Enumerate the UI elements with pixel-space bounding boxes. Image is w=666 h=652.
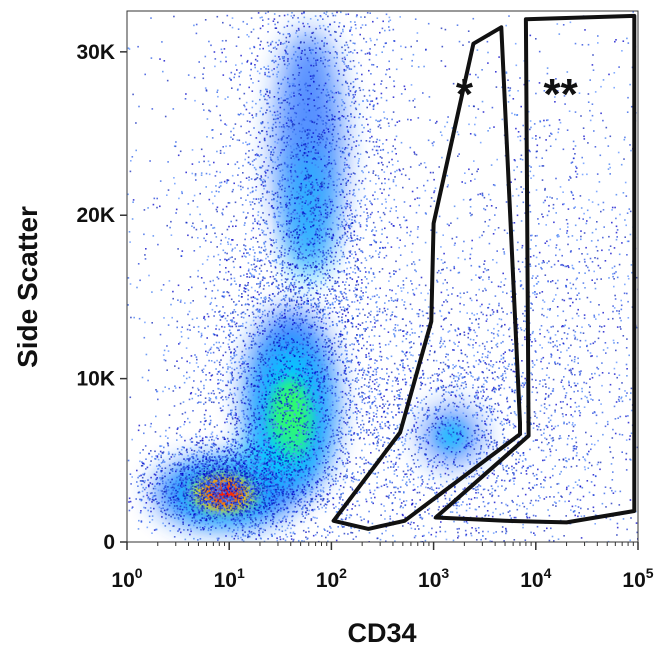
x-tick-label: 104 xyxy=(520,565,551,592)
x-tick-label: 102 xyxy=(316,565,347,592)
y-tick-label: 10K xyxy=(76,368,115,391)
x-tick-label: 101 xyxy=(214,565,245,592)
event-dots xyxy=(127,11,638,542)
gate-2-outline xyxy=(433,13,637,525)
x-axis-title: CD34 xyxy=(347,618,416,648)
gate-1-outline xyxy=(331,25,522,531)
x-axis: 100 101 102 103 104 105 xyxy=(111,542,654,592)
gates-layer: * ** xyxy=(331,13,637,531)
gate-2-label: ** xyxy=(543,70,578,119)
x-tick-label: 103 xyxy=(418,565,449,592)
x-tick-label: 105 xyxy=(622,565,653,592)
y-tick-label: 20K xyxy=(76,204,115,227)
y-axis-title: Side Scatter xyxy=(12,206,43,368)
y-tick-label: 0 xyxy=(103,531,115,554)
plot-frame xyxy=(126,10,639,543)
y-axis: 0 10K 20K 30K xyxy=(76,41,127,554)
y-tick-label: 30K xyxy=(76,41,115,64)
gate-1-label: * xyxy=(456,70,474,119)
x-tick-label: 100 xyxy=(111,565,142,592)
